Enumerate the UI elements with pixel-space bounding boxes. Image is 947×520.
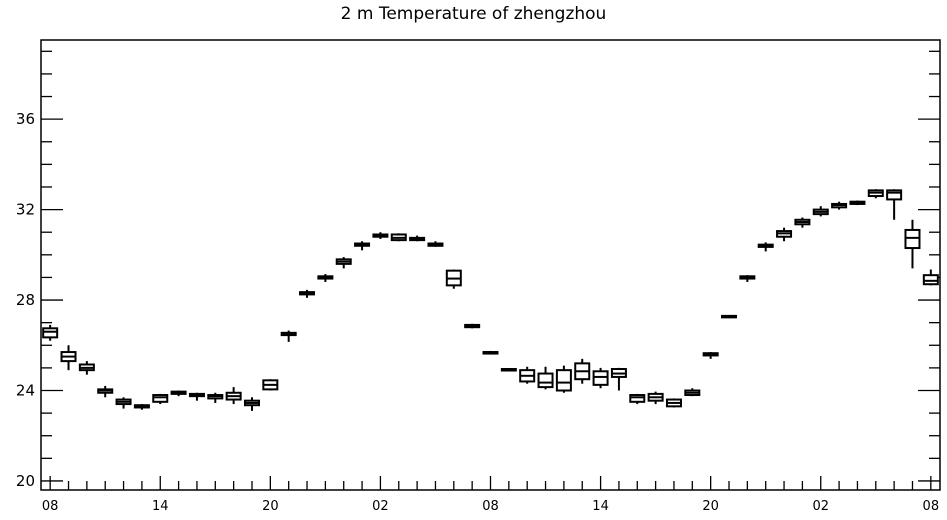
x-tick-label: 14 <box>152 499 169 514</box>
x-tick-label: 20 <box>262 499 279 514</box>
box <box>904 228 921 250</box>
box-series <box>42 189 939 411</box>
box-plot <box>592 367 609 389</box>
box-plot <box>702 352 719 359</box>
box-plot <box>427 241 444 247</box>
y-tick-label: 24 <box>16 382 35 400</box>
box <box>629 394 646 403</box>
box-plot <box>812 206 829 217</box>
plot-frame <box>40 39 941 491</box>
y-tick-label: 32 <box>16 201 35 219</box>
y-axis: 20 24 28 32 36 <box>16 50 940 490</box>
box <box>555 369 572 392</box>
box-plot <box>60 345 77 371</box>
box-plot <box>647 391 664 405</box>
box-plot <box>262 379 279 391</box>
box-plot <box>445 269 462 289</box>
box-plot <box>721 314 738 319</box>
box <box>922 274 939 286</box>
box <box>886 189 903 201</box>
box-plot <box>500 368 517 372</box>
box-plot <box>207 392 224 403</box>
box-plot <box>519 366 536 384</box>
x-tick-label: 20 <box>702 499 719 514</box>
chart-title: 2 m Temperature of zhengzhou <box>340 4 607 24</box>
box-plot <box>849 200 866 206</box>
box-plot <box>831 201 848 210</box>
box-plot <box>354 241 371 251</box>
box <box>152 394 169 403</box>
box <box>592 370 609 386</box>
box-plot <box>757 242 774 252</box>
box-plot <box>188 392 205 401</box>
box-plot <box>115 397 132 409</box>
x-tick-label: 08 <box>482 499 499 514</box>
box-plot <box>867 189 884 199</box>
y-tick-label: 36 <box>16 110 35 128</box>
y-tick-label: 20 <box>16 472 35 490</box>
box-plot <box>42 324 59 341</box>
x-tick-label: 08 <box>923 499 940 514</box>
box-plot <box>317 274 334 282</box>
box-plot <box>243 397 260 411</box>
box-plot <box>464 323 481 329</box>
x-tick-label: 08 <box>42 499 59 514</box>
box-plot <box>776 227 793 242</box>
box-plot <box>794 217 811 228</box>
box-plot <box>299 289 316 298</box>
x-tick-label: 14 <box>592 499 609 514</box>
box-plot <box>390 233 407 242</box>
box <box>42 327 59 339</box>
box-plot <box>665 398 682 408</box>
box-plot <box>152 393 169 405</box>
box-plot <box>904 219 921 269</box>
box-plot <box>922 269 939 286</box>
box-plot <box>280 330 297 342</box>
box-plot <box>684 388 701 397</box>
box-plot <box>574 358 591 384</box>
box-plot <box>372 232 389 239</box>
box-plot <box>335 257 352 269</box>
box-plot <box>537 366 554 390</box>
box-plot <box>886 189 903 220</box>
box-plot <box>133 404 150 410</box>
x-tick-label: 02 <box>812 499 829 514</box>
y-tick-label: 28 <box>16 291 35 309</box>
box-plot <box>555 365 572 393</box>
x-tick-label: 02 <box>372 499 389 514</box>
box-plot <box>610 367 627 391</box>
box-plot <box>482 350 499 355</box>
box-plot <box>97 385 114 398</box>
box <box>537 372 554 389</box>
x-axis: 08 14 20 02 08 14 20 02 08 <box>42 476 939 514</box>
box-plot <box>78 361 95 375</box>
box-plot <box>739 275 756 282</box>
box-plot <box>170 390 187 397</box>
box-plot <box>225 387 242 405</box>
box-plot <box>409 235 426 242</box>
box-plot <box>629 393 646 405</box>
